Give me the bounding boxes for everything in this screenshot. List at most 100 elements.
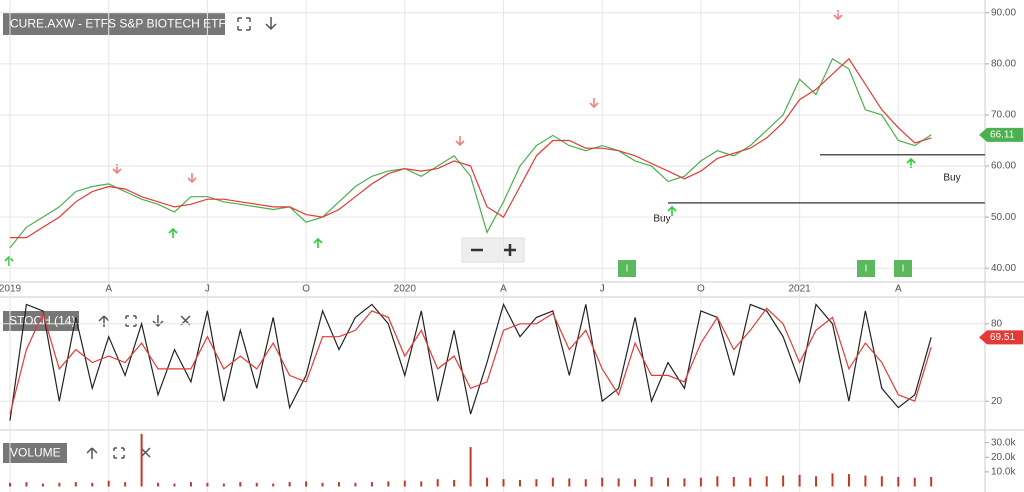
volume-bar <box>930 477 933 487</box>
y-tick-label: 40.00 <box>991 263 1016 274</box>
volume-bar <box>897 477 900 487</box>
series-line <box>9 302 932 421</box>
event-label: I <box>626 264 629 275</box>
last-value-flag <box>979 330 1023 345</box>
volume-bar <box>206 482 209 487</box>
volume-bar <box>880 476 883 487</box>
title-box <box>3 443 67 463</box>
volume-bar <box>617 478 620 487</box>
series-line <box>9 307 932 415</box>
volume-bar <box>502 479 505 487</box>
volume-bar <box>288 482 291 487</box>
volume-bar <box>584 479 587 487</box>
volume-bar <box>124 482 127 487</box>
volume-bar <box>913 477 916 487</box>
volume-bar <box>140 433 143 487</box>
y-tick-label: 70.00 <box>991 110 1016 121</box>
title-box <box>3 13 225 35</box>
volume-bar <box>486 477 489 487</box>
volume-bar <box>354 482 357 487</box>
last-value-label: 69.51 <box>990 332 1015 343</box>
volume-bar <box>749 477 752 487</box>
volume-bar <box>189 482 192 487</box>
volume-bar <box>765 476 768 487</box>
volume-bar <box>255 482 258 487</box>
event-label: I <box>865 264 868 275</box>
volume-bar <box>634 479 637 487</box>
series-line <box>10 57 932 239</box>
x-tick-label: J <box>600 284 605 295</box>
volume-bar <box>716 476 719 487</box>
title-box <box>3 311 79 331</box>
volume-bar <box>321 482 324 487</box>
volume-bar <box>420 481 423 487</box>
x-tick-label: A <box>105 284 112 295</box>
x-tick-label: 2021 <box>788 284 811 295</box>
y-tick-label: 90.00 <box>991 7 1016 18</box>
x-tick-label: 2019 <box>0 284 22 295</box>
volume-bar <box>436 479 439 487</box>
volume-bar <box>239 482 242 487</box>
volume-bar <box>864 475 867 487</box>
chart-title: CURE.AXW - ETFS S&P BIOTECH ETF <box>10 17 226 31</box>
last-value-flag <box>979 127 1023 142</box>
annotation: Buy <box>653 214 670 225</box>
annotation: Buy <box>943 173 960 184</box>
last-value-label: 66.11 <box>990 129 1015 140</box>
signal-arrows <box>4 10 916 266</box>
x-tick-label: A <box>500 284 507 295</box>
volume-bar <box>9 482 11 487</box>
y-tick-label: 80 <box>991 318 1003 329</box>
volume-bar <box>370 482 373 487</box>
volume-bar <box>601 477 604 487</box>
volume-bar <box>387 481 390 487</box>
event-label: I <box>902 264 905 275</box>
volume-bar <box>732 477 735 487</box>
event-marker <box>618 260 636 277</box>
volume-bar <box>815 476 818 487</box>
volume-bar <box>173 483 176 487</box>
x-tick-label: A <box>895 284 902 295</box>
volume-bar <box>272 483 275 487</box>
y-tick-label: 20.0k <box>991 452 1016 463</box>
y-tick-label: 50.00 <box>991 212 1016 223</box>
volume-bar <box>305 481 308 487</box>
volume-bar <box>683 478 686 487</box>
volume-bar <box>798 474 801 487</box>
zoom-icon[interactable] <box>471 244 516 256</box>
volume-bar <box>831 473 834 487</box>
y-tick-label: 60.00 <box>991 161 1016 172</box>
y-tick-label: 80.00 <box>991 58 1016 69</box>
volume-bar <box>58 482 61 487</box>
volume-bar <box>74 482 77 487</box>
volume-bar <box>551 477 554 487</box>
x-tick-label: O <box>302 284 310 295</box>
y-tick-label: 20 <box>991 396 1003 407</box>
panel-tools[interactable] <box>86 17 277 459</box>
volume-bar <box>518 479 521 487</box>
volume-bar <box>41 483 44 487</box>
x-tick-label: 2020 <box>394 284 417 295</box>
volume-bar <box>535 479 538 487</box>
volume-bar <box>847 474 850 487</box>
y-tick-label: 30.0k <box>991 437 1016 448</box>
x-tick-label: O <box>697 284 705 295</box>
volume-bar <box>782 475 785 487</box>
zoom-controls[interactable] <box>461 237 525 263</box>
volume-bar <box>650 477 653 487</box>
event-marker <box>894 260 912 277</box>
volume-bar <box>453 479 456 487</box>
event-marker <box>857 260 875 277</box>
volume-bar <box>699 477 702 487</box>
volume-bar <box>107 480 110 487</box>
volume-bar <box>222 483 225 487</box>
volume-bar <box>568 478 571 487</box>
volume-bar <box>25 482 28 487</box>
volume-bar <box>338 482 340 487</box>
volume-bar <box>667 477 669 487</box>
y-tick-label: 10.0k <box>991 467 1016 478</box>
volume-bar <box>469 447 472 487</box>
volume-bar <box>403 480 406 487</box>
series-line <box>9 57 932 249</box>
